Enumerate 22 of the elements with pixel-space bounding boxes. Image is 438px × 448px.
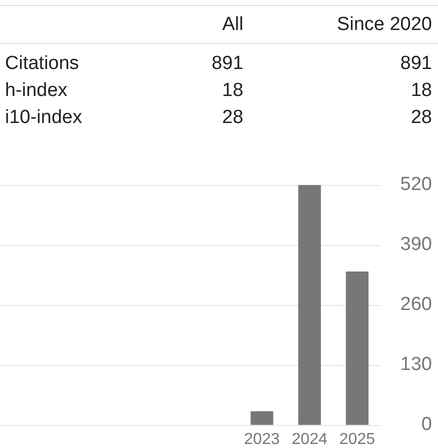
data-label: 28 (410, 106, 433, 130)
y-tick-label: 130 (400, 354, 432, 376)
data-label: 18 (221, 79, 244, 103)
y-tick-label: 0 (421, 414, 432, 436)
text: All (221, 12, 244, 36)
data-label: 28 (221, 106, 244, 130)
bar (298, 185, 321, 425)
y-tick-label: 390 (400, 234, 432, 256)
data-label: 891 (399, 52, 433, 76)
bar (250, 411, 274, 425)
category-label: h-index (4, 79, 68, 103)
x-tick-label: 2025 (339, 431, 376, 448)
bar (346, 271, 369, 425)
data-label: 18 (410, 79, 433, 103)
x-tick-label: 2024 (292, 431, 328, 448)
y-tick-label: 260 (400, 294, 432, 316)
data-label: 891 (210, 52, 244, 76)
y-tick-label: 520 (400, 174, 432, 196)
x-tick-label: 2023 (244, 431, 280, 448)
category-label: i10-index (4, 106, 84, 130)
text: Since 2020 (336, 12, 433, 36)
category-label: Citations (4, 52, 80, 76)
